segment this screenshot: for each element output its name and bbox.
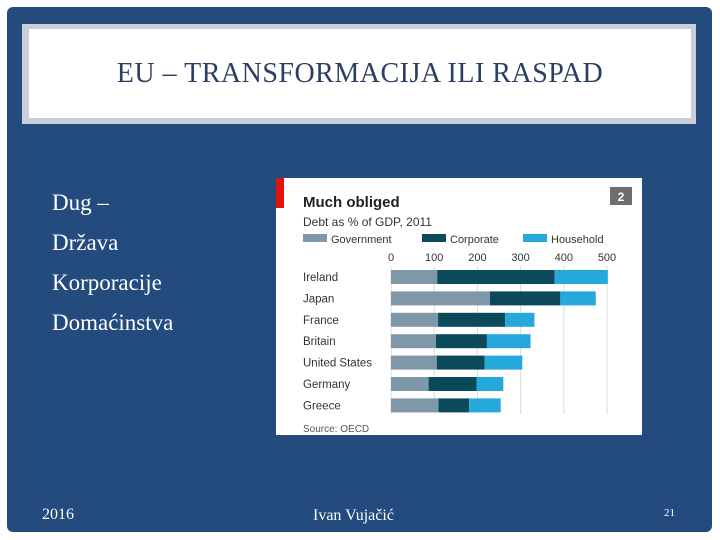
x-axis-ticks: 0 100 200 300 400 500 <box>388 252 616 264</box>
bar-segment <box>391 377 429 391</box>
bar-segment <box>438 312 506 327</box>
legend-swatch <box>422 234 446 242</box>
x-tick-label: 500 <box>598 252 616 264</box>
debt-chart: Much obliged 2 Debt as % of GDP, 2011 Go… <box>276 178 632 435</box>
legend-label: Government <box>331 234 392 246</box>
chart-badge <box>610 187 632 205</box>
bar-segment <box>391 334 436 349</box>
category-label: France <box>303 315 339 327</box>
chart-title: Much obliged <box>303 194 400 211</box>
bar-segment <box>391 312 439 327</box>
x-tick-label: 100 <box>425 252 443 264</box>
chart-panel: Much obliged 2 Debt as % of GDP, 2011 Go… <box>276 178 642 435</box>
chart-legend: Government Corporate Household <box>303 234 604 246</box>
category-label: United States <box>303 358 372 370</box>
title-panel: EU – TRANSFORMACIJA ILI RASPAD <box>29 29 691 118</box>
bar-segment <box>489 291 561 306</box>
category-label: Britain <box>303 336 336 348</box>
bar-segment <box>437 270 555 284</box>
category-label: Ireland <box>303 272 338 284</box>
category-label: Germany <box>303 379 351 391</box>
bar-segment <box>486 334 531 349</box>
x-tick-label: 400 <box>555 252 573 264</box>
chart-source: Source: OECD <box>303 424 369 435</box>
x-tick-label: 0 <box>388 252 394 264</box>
x-tick-label: 200 <box>468 252 486 264</box>
bar-segment <box>484 355 523 370</box>
bar-segment <box>391 291 490 306</box>
bar-segment <box>469 398 501 413</box>
page-number: 21 <box>664 507 675 519</box>
footer-author: Ivan Vujačić <box>313 507 394 524</box>
category-label: Greece <box>303 400 341 412</box>
bars <box>391 270 608 413</box>
bar-segment <box>476 377 504 391</box>
legend-label: Household <box>551 234 604 246</box>
x-tick-label: 300 <box>511 252 529 264</box>
legend-label: Corporate <box>450 234 499 246</box>
bullet-item: Država <box>52 230 119 255</box>
bar-segment <box>391 270 438 284</box>
category-label: Japan <box>303 293 334 305</box>
bar-segment <box>435 334 487 349</box>
chart-badge-number: 2 <box>618 190 625 204</box>
bullet-item: Dug – <box>52 190 109 215</box>
bar-segment <box>436 355 485 370</box>
bar-segment <box>428 377 477 391</box>
legend-swatch <box>303 234 327 242</box>
chart-accent-bar <box>276 178 284 208</box>
bullet-item: Domaćinstva <box>52 310 174 335</box>
legend-swatch <box>523 234 547 242</box>
slide-title: EU – TRANSFORMACIJA ILI RASPAD <box>116 57 604 89</box>
bar-segment <box>391 398 439 413</box>
bar-segment <box>438 398 470 413</box>
category-labels: Ireland Japan France Britain United States Ge… <box>303 272 372 412</box>
bullet-item: Korporacije <box>52 270 162 295</box>
bar-segment <box>505 312 535 327</box>
bar-segment <box>560 291 596 306</box>
bullet-list: Dug – Država Korporacije Domaćinstva <box>52 183 173 343</box>
chart-subtitle: Debt as % of GDP, 2011 <box>303 215 432 229</box>
footer-year: 2016 <box>42 506 74 523</box>
bar-segment <box>554 270 608 284</box>
bar-segment <box>391 355 437 370</box>
